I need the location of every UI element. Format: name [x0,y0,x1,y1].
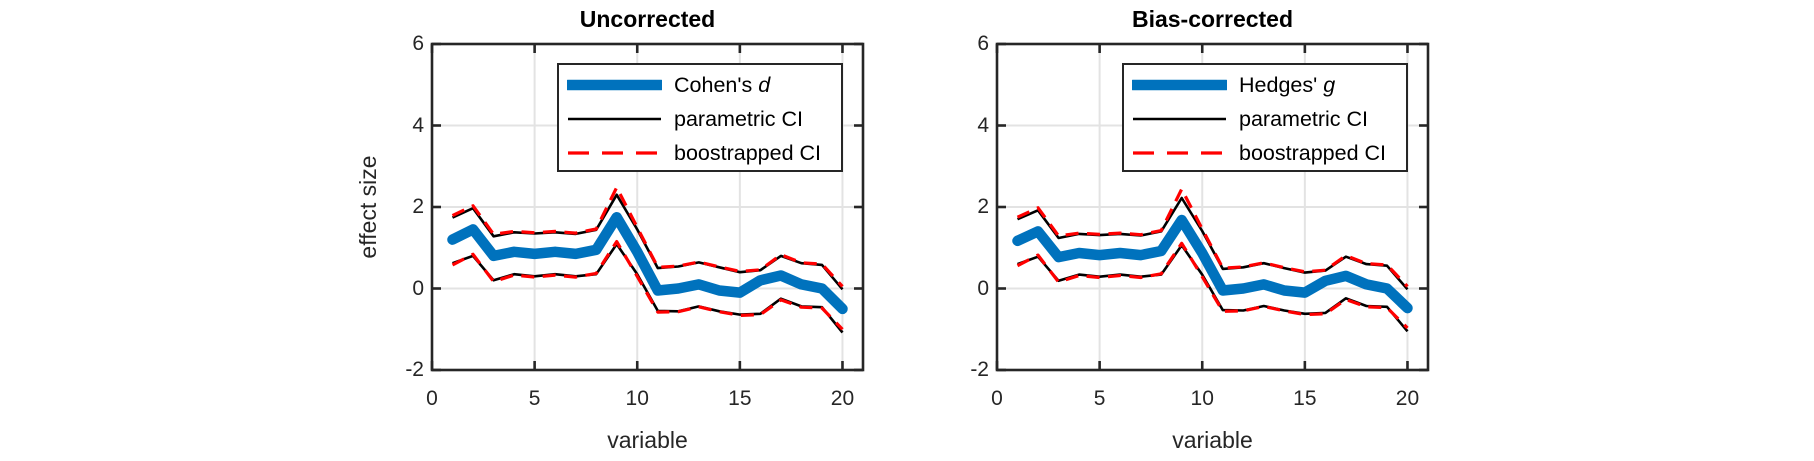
y-tick-label: -2 [405,358,424,381]
legend-line-bootstrapped-ci [568,151,661,155]
legend-line-bootstrapped-ci [1133,151,1226,155]
y-tick-label: 0 [412,276,424,300]
x-tick-label: 5 [1093,387,1106,410]
legend-label-italic: d [758,72,771,97]
y-tick-label: 0 [977,276,989,300]
x-axis-label-left: variable [607,427,688,453]
legend-item-bootstrapped-ci: boostrapped CI [567,136,841,170]
x-tick-label: 0 [426,387,438,410]
legend-label-text: parametric CI [1239,106,1369,131]
plot-area-uncorrected [430,42,865,372]
x-tick-label: 10 [1190,387,1214,410]
legend-label-cohens-d: Cohen's d [674,73,770,98]
y-tick-label: 2 [412,195,424,218]
y-tick-label: -2 [970,358,989,381]
legend-line-hedges-g [1132,79,1227,91]
x-tick-label: 0 [991,387,1003,410]
series-param-line [1017,244,1409,333]
legend-label-bootstrapped-ci: boostrapped CI [674,141,821,166]
y-tick-label: 6 [977,32,989,55]
legend-label-text: boostrapped CI [1239,140,1387,165]
legend-label-text: parametric CI [674,106,804,131]
y-tick-label: 2 [977,195,989,218]
legend-bias-corrected: Hedges' g parametric CI boostrapped CI [1122,63,1408,172]
legend-label-text: Cohen's [674,72,759,97]
legend-item-hedges-g: Hedges' g [1132,68,1406,102]
series-boot-line [451,240,844,331]
series-boot-line [1016,187,1409,288]
x-tick-label: 20 [830,387,855,410]
legend-item-parametric-ci: parametric CI [1132,102,1406,136]
y-tick-label: 6 [412,32,424,55]
x-tick-label: 15 [728,387,752,410]
legend-label-italic: g [1323,72,1336,97]
legend-label-bootstrapped-ci: boostrapped CI [1239,141,1386,166]
plot-area-bias-corrected [995,42,1430,372]
y-tick-label: 4 [412,113,424,137]
series-main-line [1012,214,1413,314]
legend-item-parametric-ci: parametric CI [567,102,841,136]
x-axis-label-right: variable [1172,427,1253,453]
legend-item-bootstrapped-ci: boostrapped CI [1132,136,1406,170]
x-tick-label: 5 [528,387,541,410]
legend-line-cohens-d [567,79,662,91]
legend-uncorrected: Cohen's d parametric CI boostrapped CI [557,63,843,172]
series-main-line [447,211,848,315]
legend-item-cohens-d: Cohen's d [567,68,841,102]
legend-label-parametric-ci: parametric CI [1239,107,1368,132]
legend-label-parametric-ci: parametric CI [674,107,803,132]
panel-title-bias-corrected: Bias-corrected [1131,6,1294,32]
legend-label-hedges-g: Hedges' g [1239,73,1335,98]
x-tick-label: 10 [625,387,649,410]
legend-label-text: boostrapped CI [674,140,822,165]
legend-line-parametric-ci [1133,117,1226,121]
y-tick-label: 4 [977,113,989,137]
series-param-line [451,193,844,291]
legend-line-parametric-ci [568,117,661,121]
legend-label-text: Hedges' [1239,72,1324,97]
x-tick-label: 20 [1395,387,1420,410]
panel-title-uncorrected: Uncorrected [579,6,716,32]
x-tick-label: 15 [1293,387,1317,410]
